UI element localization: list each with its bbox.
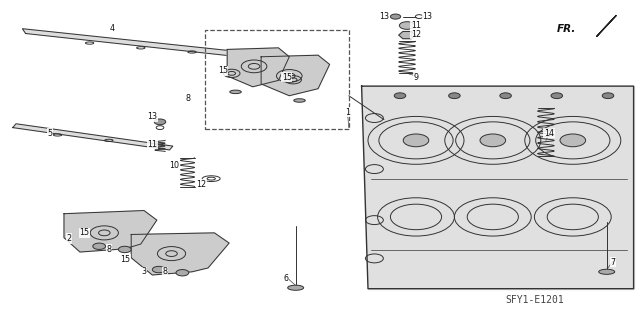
Text: 3: 3 xyxy=(141,267,147,276)
Text: 15: 15 xyxy=(79,228,90,237)
Polygon shape xyxy=(22,29,234,56)
Text: 4: 4 xyxy=(109,24,115,33)
Text: 8: 8 xyxy=(106,245,111,254)
Polygon shape xyxy=(227,48,289,87)
Text: 6: 6 xyxy=(284,274,289,283)
Text: 2: 2 xyxy=(67,234,72,243)
Polygon shape xyxy=(64,211,157,252)
Text: 8: 8 xyxy=(163,267,168,276)
Circle shape xyxy=(390,14,401,19)
Polygon shape xyxy=(362,86,634,289)
Circle shape xyxy=(176,270,189,276)
Text: 13: 13 xyxy=(379,12,389,21)
Text: SFY1-E1201: SFY1-E1201 xyxy=(506,295,564,305)
Text: 13: 13 xyxy=(422,12,433,21)
Circle shape xyxy=(403,134,429,147)
Circle shape xyxy=(480,134,506,147)
Ellipse shape xyxy=(599,269,615,274)
Circle shape xyxy=(394,93,406,99)
Text: 14: 14 xyxy=(544,129,554,138)
Polygon shape xyxy=(596,15,616,37)
Text: 5: 5 xyxy=(47,129,52,137)
Text: 13: 13 xyxy=(147,112,157,121)
Circle shape xyxy=(500,93,511,99)
Circle shape xyxy=(560,134,586,147)
Circle shape xyxy=(399,22,415,29)
Polygon shape xyxy=(261,55,330,96)
Circle shape xyxy=(152,266,165,273)
Text: 9: 9 xyxy=(413,73,419,82)
Circle shape xyxy=(93,243,106,249)
Circle shape xyxy=(551,93,563,99)
Circle shape xyxy=(602,93,614,99)
Text: 8: 8 xyxy=(185,94,190,103)
Polygon shape xyxy=(13,124,173,150)
Polygon shape xyxy=(131,233,229,275)
Circle shape xyxy=(449,93,460,99)
Text: 10: 10 xyxy=(169,161,179,170)
Ellipse shape xyxy=(230,90,241,94)
Text: 12: 12 xyxy=(196,180,207,189)
Ellipse shape xyxy=(288,285,304,290)
Polygon shape xyxy=(399,32,415,39)
Text: 11: 11 xyxy=(147,140,157,149)
Ellipse shape xyxy=(294,99,305,102)
Circle shape xyxy=(118,246,131,253)
Text: 7: 7 xyxy=(611,258,616,267)
Text: FR.: FR. xyxy=(557,24,576,34)
Text: 15: 15 xyxy=(120,255,130,263)
Text: 15: 15 xyxy=(218,66,228,75)
Text: 11: 11 xyxy=(411,21,421,30)
Text: 12: 12 xyxy=(411,30,421,39)
Text: 1: 1 xyxy=(345,108,350,117)
Circle shape xyxy=(154,119,166,125)
Text: 15: 15 xyxy=(282,73,292,82)
